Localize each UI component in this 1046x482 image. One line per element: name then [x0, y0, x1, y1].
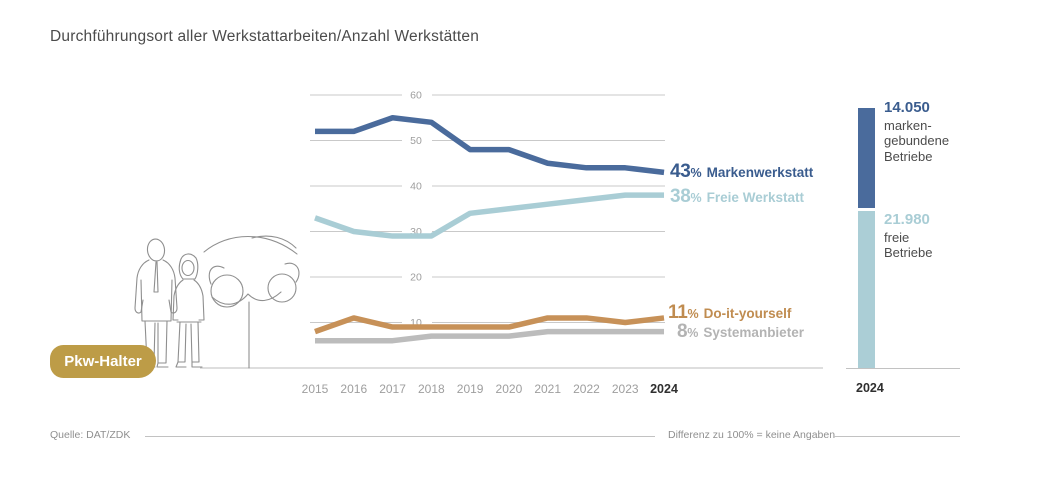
svg-text:2016: 2016 — [340, 382, 367, 396]
svg-text:2015: 2015 — [302, 382, 329, 396]
series-name: Freie Werkstatt — [706, 190, 804, 205]
line-do-it-yourself — [314, 315, 665, 335]
svg-text:2023: 2023 — [612, 382, 639, 396]
series-label-freie-werkstatt: 38% Freie Werkstatt — [670, 186, 804, 208]
difference-note: Differenz zu 100% = keine Angaben — [668, 429, 836, 441]
footer-divider-right — [833, 436, 960, 437]
woman-figure — [172, 253, 205, 368]
svg-text:60: 60 — [410, 90, 422, 102]
svg-text:20: 20 — [410, 272, 422, 284]
svg-text:2018: 2018 — [418, 382, 445, 396]
series-name: Do-it-yourself — [703, 306, 792, 321]
line-markenwerkstatt — [315, 115, 665, 176]
percent-sign: % — [687, 307, 699, 321]
series-name: Systemanbieter — [703, 325, 804, 340]
line-freie-werkstatt — [314, 192, 665, 239]
page-title: Durchführungsort aller Werkstattarbeiten… — [50, 28, 480, 45]
series-name: Markenwerkstatt — [706, 165, 814, 180]
series-value: 38 — [670, 186, 691, 207]
svg-text:2017: 2017 — [379, 382, 406, 396]
workshop-count-bar — [858, 108, 875, 368]
svg-text:2020: 2020 — [496, 382, 523, 396]
footer-divider-left — [145, 436, 655, 437]
svg-text:2021: 2021 — [534, 382, 561, 396]
svg-text:2022: 2022 — [573, 382, 600, 396]
svg-text:30: 30 — [410, 226, 422, 238]
svg-text:10: 10 — [410, 317, 422, 329]
bar-year-label: 2024 — [856, 381, 884, 395]
svg-text:40: 40 — [410, 181, 422, 193]
series-value: 43 — [670, 161, 691, 182]
bar-value-markengebunden: 14.050 — [884, 99, 930, 116]
bar-segment-markengebunden — [858, 108, 875, 209]
series-value: 8 — [677, 321, 688, 342]
bar-value-frei: 21.980 — [884, 211, 930, 228]
svg-text:50: 50 — [410, 135, 422, 147]
bar-segment-frei — [858, 211, 875, 368]
series-value: 11 — [668, 302, 688, 323]
series-label-markenwerkstatt: 43% Markenwerkstatt — [670, 161, 813, 183]
pkw-halter-badge: Pkw-Halter — [50, 345, 156, 378]
percent-sign: % — [690, 166, 702, 180]
svg-text:2019: 2019 — [457, 382, 484, 396]
series-label-do-it-yourself: 11% Do-it-yourself — [668, 302, 791, 324]
series-label-systemanbieter: 8% Systemanbieter — [677, 321, 804, 343]
source-note: Quelle: DAT/ZDK — [50, 429, 131, 441]
bar-axis-line — [846, 368, 960, 369]
percent-sign: % — [687, 326, 699, 340]
car-sculpture — [203, 235, 300, 369]
line-systemanbieter — [315, 328, 665, 344]
bar-desc-frei: freie Betriebe — [884, 230, 933, 261]
bar-desc-markengebunden: marken- gebundene Betriebe — [884, 118, 950, 164]
percent-sign: % — [690, 191, 702, 205]
svg-text:2024: 2024 — [650, 382, 678, 396]
